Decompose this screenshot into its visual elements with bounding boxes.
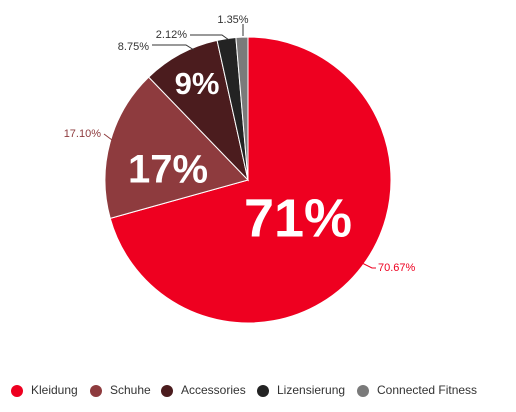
legend-label: Kleidung — [31, 383, 78, 397]
legend-label: Schuhe — [110, 383, 151, 397]
legend-marker — [161, 385, 173, 397]
legend-label: Connected Fitness — [377, 383, 477, 397]
slice-label: 9% — [175, 66, 220, 101]
legend-label: Accessories — [181, 383, 246, 397]
leader-line — [103, 133, 113, 141]
leader-line — [190, 34, 230, 41]
slice-label: 17% — [128, 148, 208, 192]
legend-marker — [357, 385, 369, 397]
leader-line — [359, 261, 376, 269]
pie-slice — [235, 36, 249, 181]
legend-marker — [90, 385, 102, 397]
pie-slice — [104, 76, 249, 219]
legend-marker — [11, 385, 23, 397]
data-label: 1.35% — [217, 14, 248, 26]
data-label: 2.12% — [156, 29, 187, 41]
slice-label: 71% — [244, 188, 352, 248]
legend-label: Lizensierung — [277, 383, 345, 397]
leader-line — [152, 44, 195, 51]
pie-slice — [109, 36, 392, 324]
data-label: 17.10% — [64, 128, 102, 140]
data-label: 8.75% — [118, 41, 149, 53]
data-label: 70.67% — [378, 262, 416, 274]
legend-marker — [257, 385, 269, 397]
